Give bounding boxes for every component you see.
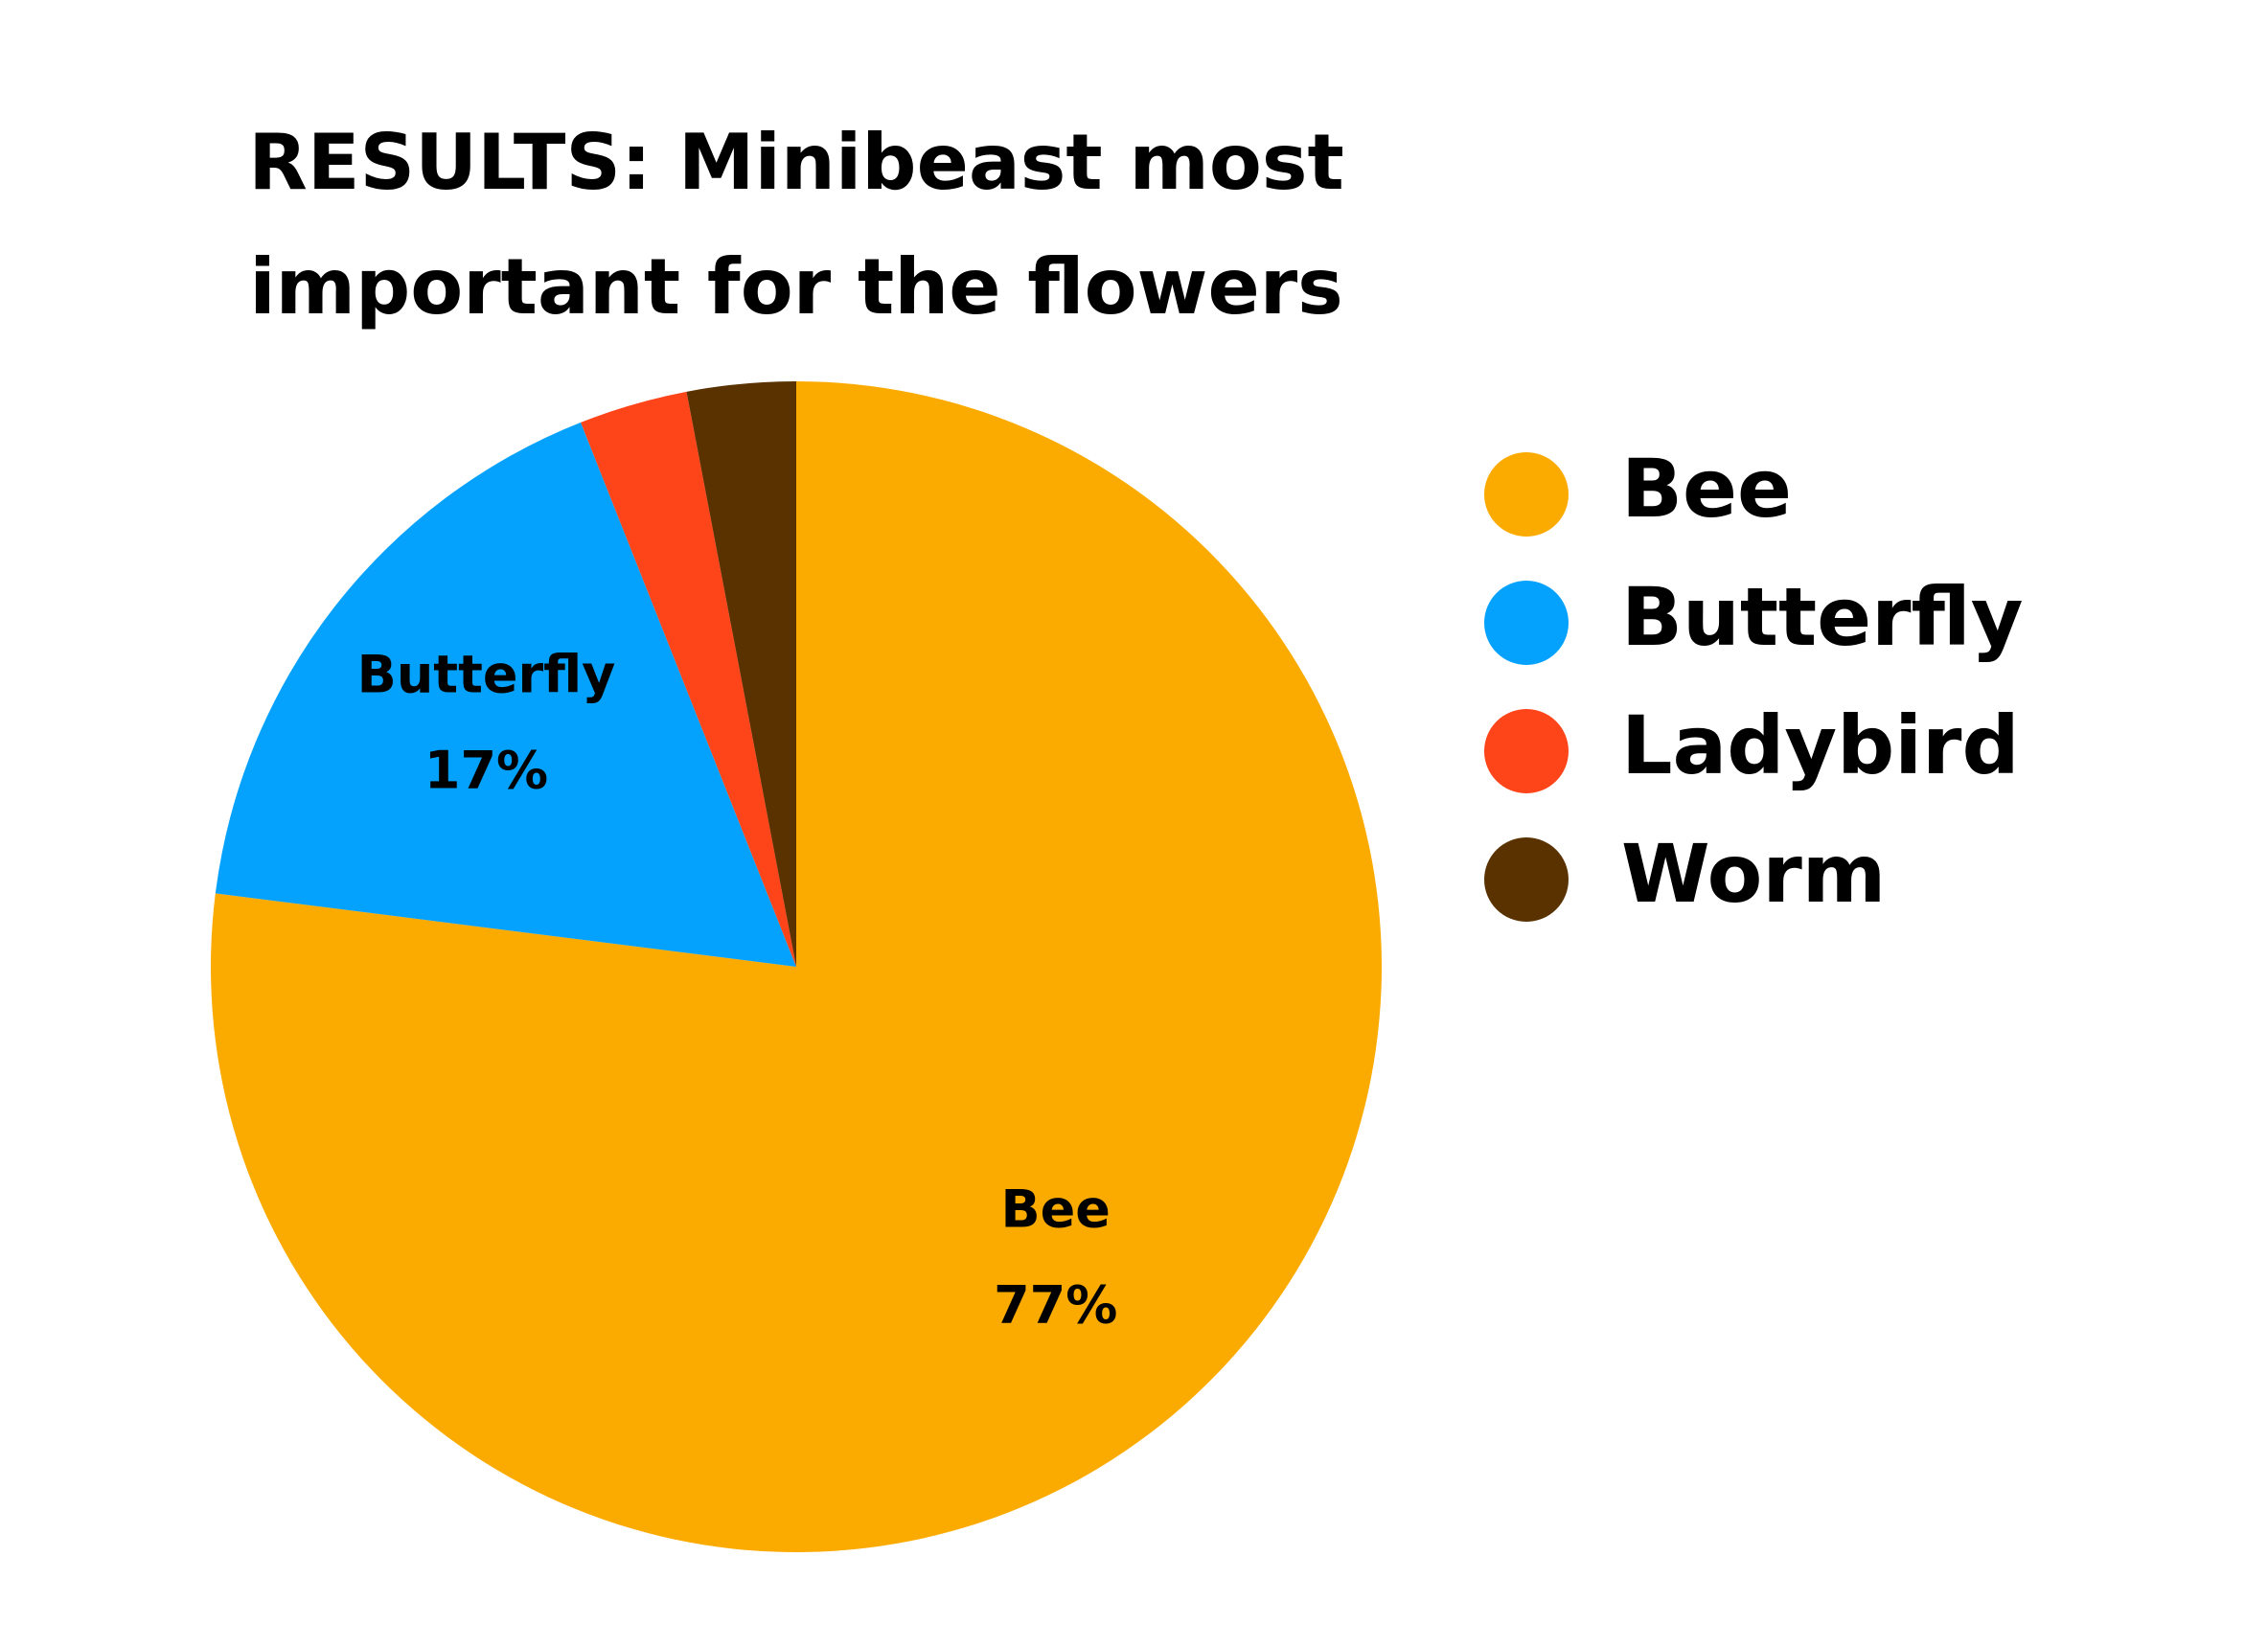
slice-label: Bee [1001, 1179, 1111, 1240]
legend-swatch [1484, 709, 1569, 793]
value-label: 17% [424, 741, 548, 801]
legend-swatch [1484, 452, 1569, 537]
slice-label: Butterfly [357, 645, 616, 705]
pie-slice [210, 381, 1383, 1553]
pie-slice [686, 381, 796, 967]
legend-label: Butterfly [1621, 570, 2024, 664]
pie-slice [215, 422, 796, 967]
legend-label: Bee [1621, 442, 1792, 536]
legend-label: Ladybird [1621, 698, 2020, 792]
chart-title: RESULTS: Minibeast most important for th… [248, 118, 1344, 332]
pie-slice [581, 391, 796, 967]
value-label: 77% [994, 1275, 1117, 1336]
legend-swatch [1484, 837, 1569, 922]
legend-swatch [1484, 581, 1569, 665]
legend-label: Worm [1621, 827, 1886, 921]
